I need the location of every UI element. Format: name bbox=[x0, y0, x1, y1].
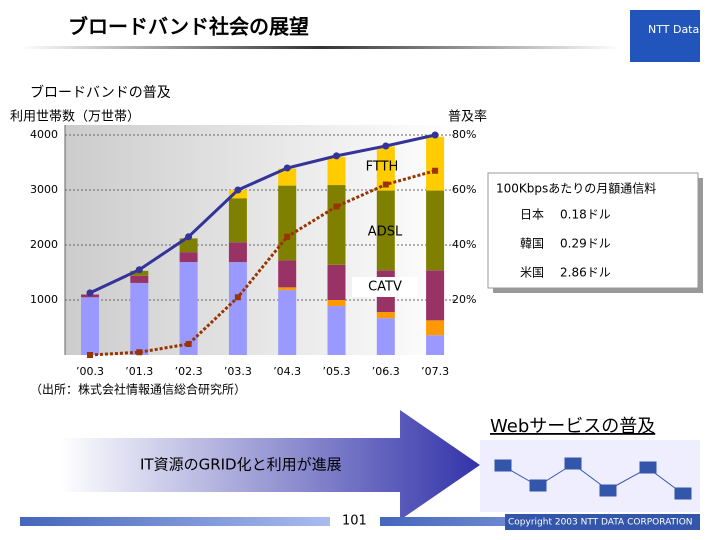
bar-segment bbox=[278, 168, 297, 186]
y-tick-label: 2000 bbox=[30, 238, 58, 251]
line bbox=[89, 133, 436, 295]
y-tick-label: 3000 bbox=[30, 183, 58, 196]
y-tick-label: 1000 bbox=[30, 293, 58, 306]
marker bbox=[87, 352, 93, 358]
bar-segment bbox=[278, 287, 297, 291]
y2-label: 普及率 bbox=[448, 109, 487, 125]
marker bbox=[86, 289, 94, 297]
marker bbox=[382, 181, 389, 188]
x-tick-label: ’05.3 bbox=[323, 365, 351, 378]
copyright: Copyright 2003 NTT DATA CORPORATION bbox=[508, 518, 693, 528]
logo-text: NTT Data bbox=[648, 23, 699, 36]
web-title: Webサービスの普及 bbox=[490, 416, 655, 437]
marker bbox=[234, 294, 241, 301]
slide-title: ブロードバンド社会の展望 bbox=[68, 15, 309, 39]
price-value: 0.29ドル bbox=[560, 237, 611, 251]
bar-segment bbox=[327, 185, 346, 265]
marker bbox=[432, 167, 439, 174]
x-tick-label: ’06.3 bbox=[372, 365, 400, 378]
marker bbox=[284, 233, 291, 240]
line bbox=[89, 169, 436, 357]
price-country: 米国 bbox=[520, 266, 544, 280]
arrow-text: IT資源のGRID化と利用が進展 bbox=[140, 456, 342, 474]
price-value: 0.18ドル bbox=[560, 208, 611, 222]
series-label: FTTH bbox=[366, 160, 399, 175]
bar-segment bbox=[376, 146, 395, 191]
price-country: 韓国 bbox=[520, 237, 544, 251]
marker bbox=[333, 152, 340, 160]
arrow bbox=[60, 410, 480, 520]
x-tick-label: ’01.3 bbox=[125, 365, 153, 378]
price-country: 日本 bbox=[520, 208, 544, 222]
y2-tick-label: 80% bbox=[452, 128, 476, 141]
bar-segment bbox=[376, 318, 395, 355]
price-value: 2.86ドル bbox=[560, 266, 611, 280]
marker bbox=[135, 266, 143, 274]
bar-segment bbox=[278, 290, 297, 355]
title-rule bbox=[20, 46, 620, 49]
x-tick-label: ’02.3 bbox=[175, 365, 203, 378]
y2-tick-label: 40% bbox=[452, 238, 476, 251]
bar-segment bbox=[130, 270, 149, 276]
y2-tick-label: 60% bbox=[452, 183, 476, 196]
bar-segment bbox=[130, 275, 149, 283]
bar-segment bbox=[426, 190, 445, 271]
bar-segment bbox=[278, 185, 297, 261]
bar-segment bbox=[130, 282, 149, 355]
chart-title: ブロードバンドの普及 bbox=[30, 84, 171, 101]
bar-segment bbox=[327, 264, 346, 300]
y2-tick-label: 20% bbox=[452, 293, 476, 306]
y-label: 利用世帯数（万世帯） bbox=[10, 110, 140, 125]
bar-segment bbox=[376, 190, 395, 271]
bar-segment bbox=[426, 136, 445, 191]
series-label-bg bbox=[352, 277, 418, 297]
marker bbox=[234, 186, 242, 194]
logo bbox=[630, 10, 700, 62]
bar-segment bbox=[426, 335, 445, 355]
bar-segment bbox=[327, 157, 346, 186]
copyright-bg bbox=[505, 514, 700, 530]
footer-bar bbox=[20, 517, 330, 526]
x-tick-label: ’04.3 bbox=[273, 365, 301, 378]
marker bbox=[185, 233, 193, 241]
source: （出所：株式会社情報通信総合研究所） bbox=[30, 382, 246, 397]
marker bbox=[283, 164, 291, 172]
bar-segment bbox=[278, 260, 297, 288]
marker bbox=[431, 131, 439, 139]
marker bbox=[333, 203, 340, 210]
marker bbox=[185, 341, 192, 347]
bar-segment bbox=[376, 312, 395, 319]
bar-segment bbox=[426, 320, 445, 336]
price-box bbox=[487, 172, 699, 289]
network-illustration bbox=[480, 440, 700, 512]
x-tick-label: ’00.3 bbox=[76, 365, 104, 378]
x-tick-label: ’07.3 bbox=[421, 365, 449, 378]
bar-segment bbox=[228, 190, 247, 199]
bar-segment bbox=[81, 297, 99, 355]
bar-segment bbox=[179, 262, 198, 355]
page-number: 101 bbox=[342, 514, 367, 529]
bar-segment bbox=[426, 270, 445, 321]
bar-segment bbox=[179, 238, 198, 253]
price-title: 100Kbpsあたりの月額通信料 bbox=[496, 182, 656, 196]
bar-segment bbox=[327, 300, 346, 307]
bar-segment bbox=[228, 198, 247, 243]
bar-segment bbox=[228, 242, 247, 263]
series-label: ADSL bbox=[368, 225, 403, 240]
marker bbox=[136, 349, 143, 356]
bar-segment bbox=[228, 262, 247, 355]
y-tick-label: 4000 bbox=[30, 128, 58, 141]
x-tick-label: ’03.3 bbox=[224, 365, 252, 378]
marker bbox=[382, 142, 390, 150]
series-label: CATV bbox=[368, 280, 402, 295]
bar-segment bbox=[179, 252, 198, 263]
bar-segment bbox=[327, 306, 346, 355]
